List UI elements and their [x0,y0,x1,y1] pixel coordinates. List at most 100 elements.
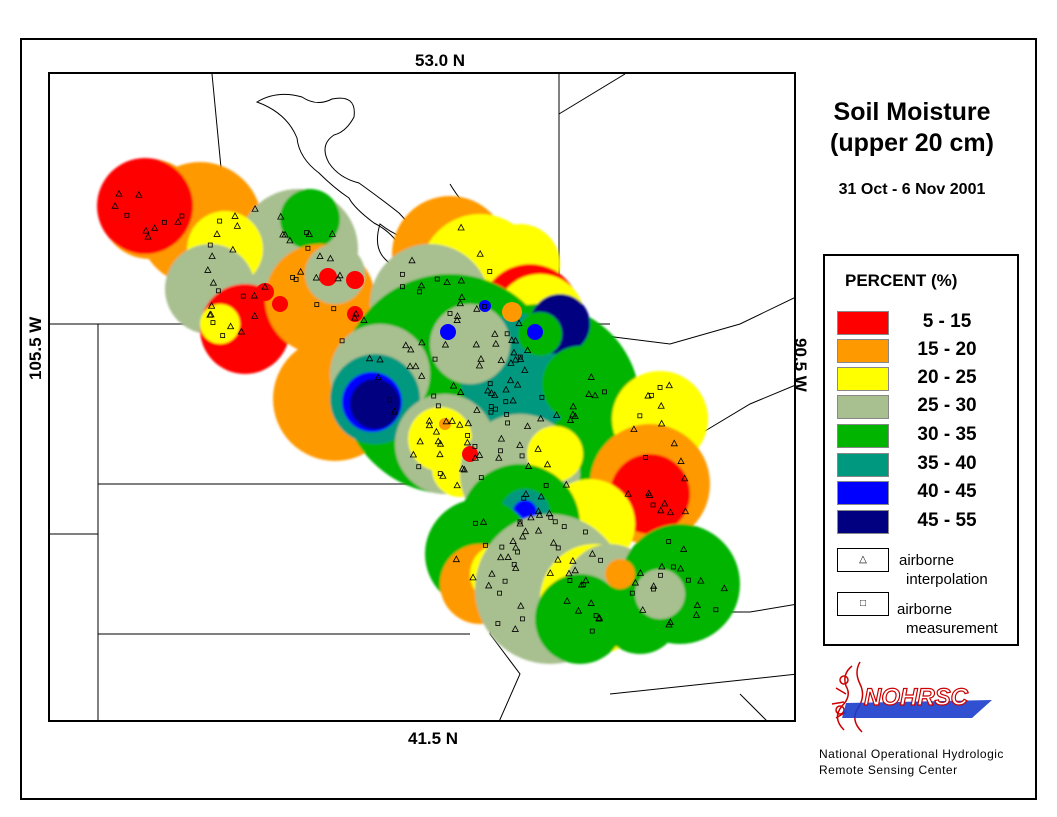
interpolation-triangle-marker [453,481,461,489]
interpolation-triangle-marker [562,480,570,488]
interpolation-triangle-marker [443,278,451,285]
measurement-square-marker [598,557,604,563]
measurement-square-marker [473,520,478,526]
measurement-square-marker [517,354,523,360]
interpolation-triangle-marker [432,427,441,435]
interpolation-triangle-marker [657,401,665,409]
measurement-square-marker [658,572,663,578]
symbol-label: airborne [897,601,953,618]
interpolation-triangle-marker [574,606,583,614]
measurement-square-marker [504,331,510,337]
measurement-square-marker [671,564,676,570]
measurement-square-marker [567,578,573,583]
interpolation-triangle-marker [406,362,414,370]
interpolation-triangle-marker [213,230,221,237]
measurement-square-marker [240,293,246,299]
interpolation-triangle-marker [563,596,571,604]
interpolation-triangle-marker [464,419,473,427]
symbol-label: interpolation [906,571,988,588]
interpolation-triangle-marker [491,391,499,398]
interpolation-triangle-marker [670,439,678,447]
measurement-square-marker [713,607,719,613]
measurement-square-marker [179,213,185,219]
interpolation-triangle-marker [425,416,434,424]
interpolation-triangle-marker [207,301,216,309]
measurement-square-marker [472,444,478,449]
interpolation-triangle-marker [537,414,545,422]
interpolation-triangle-marker [534,445,542,452]
measurement-square-marker [290,275,296,280]
measurement-square-marker [331,306,337,312]
interpolation-triangle-marker [456,299,464,307]
interpolation-triangle-marker [588,549,597,557]
interpolation-triangle-marker [666,618,674,626]
measurement-square-marker [495,621,501,627]
interpolation-triangle-marker [509,537,517,544]
legend-range: 45 - 55 [917,510,977,531]
measurement-square-marker [505,420,510,426]
legend-swatch [837,367,889,391]
interpolation-triangle-marker [507,359,515,366]
interpolation-triangle-marker [457,223,465,231]
measurement-square-marker [478,475,484,481]
interpolation-triangle-marker [402,341,410,349]
interpolation-triangle-marker [591,391,599,399]
interpolation-triangle-marker [135,190,143,198]
interpolation-triangle-marker [657,419,666,427]
measurement-square-marker [314,302,320,308]
interpolation-triangle-marker [506,376,515,384]
interpolation-triangle-marker [261,282,269,290]
interpolation-triangle-marker [436,450,444,458]
interpolation-triangle-marker [504,553,512,560]
legend-swatch [837,424,889,448]
interpolation-triangle-marker [569,402,577,410]
measurement-square-marker [465,433,471,438]
interpolation-triangle-marker [442,417,450,425]
organization-line-1: National Operational Hydrologic [819,747,1004,761]
triangle-icon: △ [837,548,889,572]
interpolation-triangle-marker [517,601,525,609]
interpolation-triangle-marker [511,336,520,344]
interpolation-triangle-marker [463,438,472,446]
interpolation-triangle-marker [692,611,701,618]
interpolation-triangle-marker [566,416,575,423]
interpolation-triangle-marker [624,489,632,497]
title-line-2: (upper 20 cm) [830,129,994,157]
measurement-square-marker [543,482,549,488]
interpolation-triangle-marker [515,319,523,327]
measurement-square-marker [498,448,503,454]
legend-range: 15 - 20 [917,339,977,360]
interpolation-triangle-marker [537,492,545,500]
square-icon: □ [837,592,889,616]
interpolation-triangle-marker [646,491,654,499]
measurement-square-marker [519,453,525,459]
interpolation-triangle-marker [511,355,520,363]
interpolation-triangle-marker [144,232,152,240]
interpolation-triangle-marker [472,340,480,348]
interpolation-triangle-marker [657,506,665,514]
interpolation-triangle-marker [360,316,368,323]
interpolation-triangle-marker [434,437,442,445]
interpolation-triangle-marker [233,222,241,229]
interpolation-triangle-marker [376,355,384,363]
interpolation-triangle-marker [449,381,458,389]
measurement-square-marker [548,514,554,520]
interpolation-triangle-marker [456,420,464,428]
interpolation-triangle-marker [495,453,503,461]
interpolation-triangle-marker [142,226,150,234]
interpolation-triangle-marker [630,425,638,433]
measurement-square-marker [602,389,607,395]
measurement-square-marker [483,542,488,548]
interpolation-triangle-marker [336,271,344,279]
interpolation-triangle-marker [681,507,690,515]
interpolation-triangle-marker [390,407,399,415]
interpolation-triangle-marker [231,212,239,219]
measurement-square-marker [482,304,487,309]
interpolation-triangle-marker [473,304,481,312]
nohrsc-logo: NOHRSC [822,658,1002,743]
measurement-square-marker [580,582,586,588]
measurement-square-marker [387,397,392,403]
legend-swatch [837,395,889,419]
interpolation-triangle-marker [680,545,688,552]
interpolation-triangle-marker [554,555,562,563]
